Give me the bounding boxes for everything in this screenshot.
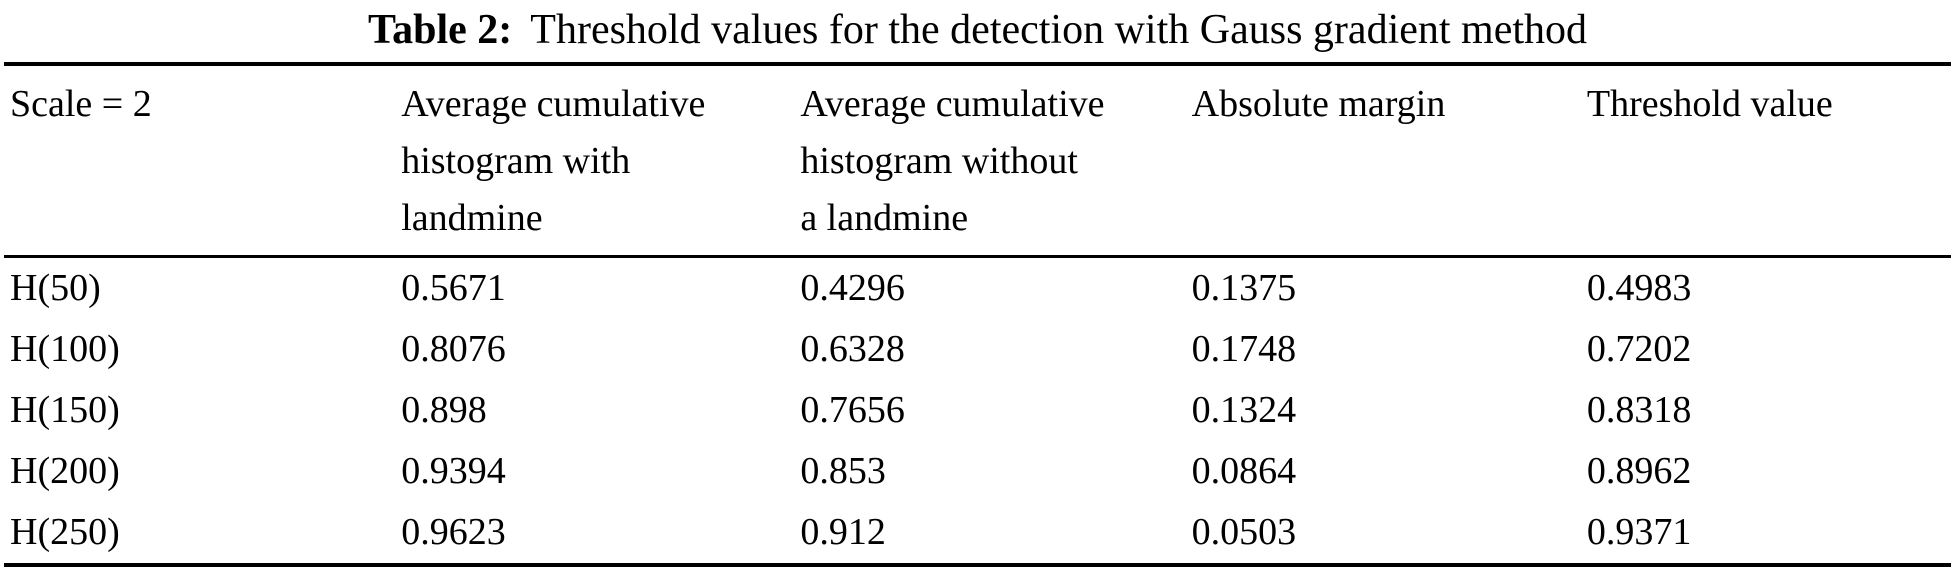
cell-absolute-margin: 0.1748 bbox=[1191, 328, 1297, 370]
header-cell-threshold-value: Threshold value bbox=[1586, 83, 1833, 125]
cell-threshold-value: 0.4983 bbox=[1586, 267, 1692, 309]
header-cell-scale: Scale = 2 bbox=[10, 83, 152, 125]
header-cell-absolute-margin: Absolute margin bbox=[1191, 83, 1446, 125]
table-caption: Table 2: Threshold values for the detecti… bbox=[0, 0, 1955, 62]
cell-with-landmine: 0.9623 bbox=[401, 511, 506, 553]
row-label: H(50) bbox=[10, 267, 101, 309]
cell-threshold-value: 0.8318 bbox=[1586, 389, 1692, 431]
cell-without-landmine: 0.7656 bbox=[800, 389, 905, 431]
table-header: Scale = 2 Average cumulative histogram w… bbox=[4, 64, 1951, 257]
cell-threshold-value: 0.9371 bbox=[1586, 511, 1692, 553]
cell-threshold-value: 0.8962 bbox=[1586, 450, 1692, 492]
row-label: H(100) bbox=[10, 328, 120, 370]
header-cell-with-landmine: Average cumulative histogram with landmi… bbox=[401, 83, 706, 239]
cell-with-landmine: 0.5671 bbox=[401, 267, 506, 309]
cell-threshold-value: 0.7202 bbox=[1586, 328, 1692, 370]
row-label: H(250) bbox=[10, 511, 120, 553]
table-header-row: Scale = 2 Average cumulative histogram w… bbox=[4, 64, 1951, 257]
threshold-values-table: Scale = 2 Average cumulative histogram w… bbox=[4, 62, 1951, 567]
cell-with-landmine: 0.898 bbox=[401, 389, 487, 431]
cell-absolute-margin: 0.0503 bbox=[1191, 511, 1297, 553]
table-body: H(50) 0.5671 0.4296 0.1375 0.4983 H(100)… bbox=[4, 257, 1951, 566]
cell-absolute-margin: 0.1375 bbox=[1191, 267, 1297, 309]
table-caption-label: Table 2: bbox=[367, 7, 513, 53]
cell-with-landmine: 0.9394 bbox=[401, 450, 506, 492]
cell-with-landmine: 0.8076 bbox=[401, 328, 506, 370]
row-label: H(200) bbox=[10, 450, 120, 492]
table-caption-text: Threshold values for the detection with … bbox=[530, 7, 1588, 53]
table-row: H(150) 0.898 0.7656 0.1324 0.8318 bbox=[4, 380, 1951, 441]
cell-absolute-margin: 0.1324 bbox=[1191, 389, 1297, 431]
table-row: H(100) 0.8076 0.6328 0.1748 0.7202 bbox=[4, 319, 1951, 380]
table-row: H(50) 0.5671 0.4296 0.1375 0.4983 bbox=[4, 257, 1951, 320]
row-label: H(150) bbox=[10, 389, 120, 431]
cell-without-landmine: 0.6328 bbox=[800, 328, 905, 370]
cell-without-landmine: 0.853 bbox=[800, 450, 886, 492]
table-row: H(250) 0.9623 0.912 0.0503 0.9371 bbox=[4, 502, 1951, 565]
cell-without-landmine: 0.4296 bbox=[800, 267, 905, 309]
table-row: H(200) 0.9394 0.853 0.0864 0.8962 bbox=[4, 441, 1951, 502]
cell-absolute-margin: 0.0864 bbox=[1191, 450, 1297, 492]
header-cell-without-landmine: Average cumulative histogram without a l… bbox=[800, 83, 1105, 239]
cell-without-landmine: 0.912 bbox=[800, 511, 886, 553]
